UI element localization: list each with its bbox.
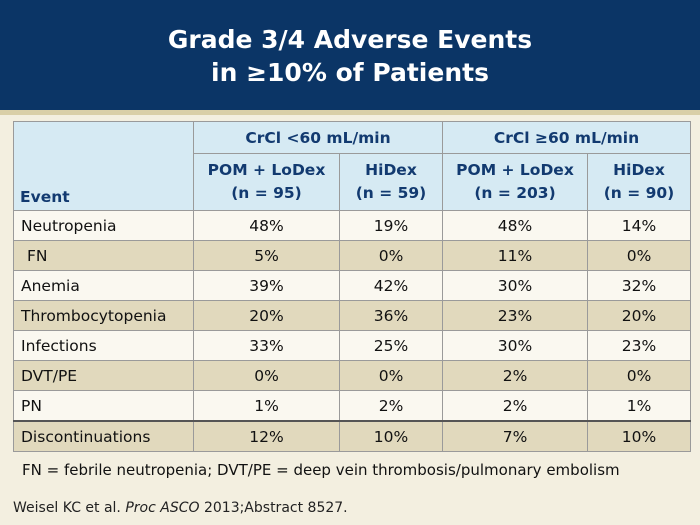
value-cell: 36% xyxy=(339,300,443,331)
slide-title-line2: in ≥10% of Patients xyxy=(211,58,489,87)
value-cell: 48% xyxy=(193,210,340,241)
table-row: Discontinuations 12% 10% 7% 10% xyxy=(13,420,691,452)
citation-journal: Proc ASCO xyxy=(125,500,200,516)
event-cell: Anemia xyxy=(13,270,194,301)
value-cell: 20% xyxy=(587,300,691,331)
value-cell: 0% xyxy=(339,360,443,391)
citation: Weisel KC et al. Proc ASCO 2013;Abstract… xyxy=(13,500,348,516)
value-cell: 5% xyxy=(193,240,340,271)
value-cell: 30% xyxy=(442,330,588,361)
slide-title: Grade 3/4 Adverse Events in ≥10% of Pati… xyxy=(168,23,532,89)
value-cell: 2% xyxy=(339,390,443,422)
subheader-hidex-ge60: HiDex (n = 90) xyxy=(587,153,691,211)
table-row: Infections 33% 25% 30% 23% xyxy=(13,330,691,361)
value-cell: 10% xyxy=(587,420,691,452)
event-cell: Discontinuations xyxy=(13,420,194,452)
value-cell: 1% xyxy=(193,390,340,422)
table-row: Neutropenia 48% 19% 48% 14% xyxy=(13,210,691,241)
title-banner: Grade 3/4 Adverse Events in ≥10% of Pati… xyxy=(0,0,700,110)
arm-label: POM + LoDex xyxy=(456,161,574,179)
n-label: (n = 90) xyxy=(603,184,675,202)
subheader-pom-lodex-lt60: POM + LoDex (n = 95) xyxy=(193,153,340,211)
adverse-events-table: Event CrCl <60 mL/min CrCl ≥60 mL/min PO… xyxy=(13,121,691,452)
table-row: PN 1% 2% 2% 1% xyxy=(13,390,691,422)
n-label: (n = 203) xyxy=(474,184,556,202)
n-label: (n = 95) xyxy=(231,184,302,202)
arm-label: POM + LoDex xyxy=(207,161,326,179)
value-cell: 23% xyxy=(587,330,691,361)
value-cell: 42% xyxy=(339,270,443,301)
slide-title-line1: Grade 3/4 Adverse Events xyxy=(167,25,533,54)
n-label: (n = 59) xyxy=(355,184,427,202)
value-cell: 11% xyxy=(442,240,588,271)
value-cell: 12% xyxy=(193,420,340,452)
value-cell: 0% xyxy=(587,240,691,271)
table-row: DVT/PE 0% 0% 2% 0% xyxy=(13,360,691,391)
value-cell: 1% xyxy=(587,390,691,422)
value-cell: 0% xyxy=(587,360,691,391)
value-cell: 48% xyxy=(442,210,588,241)
event-column-header: Event xyxy=(13,121,194,211)
value-cell: 39% xyxy=(193,270,340,301)
value-cell: 2% xyxy=(442,390,588,422)
event-cell: Neutropenia xyxy=(13,210,194,241)
event-cell: Thrombocytopenia xyxy=(13,300,194,331)
event-cell: PN xyxy=(13,390,194,422)
subheader-hidex-lt60: HiDex (n = 59) xyxy=(339,153,443,211)
value-cell: 32% xyxy=(587,270,691,301)
group-header-crcl-lt60: CrCl <60 mL/min xyxy=(193,121,443,154)
arm-label: HiDex xyxy=(613,161,665,179)
value-cell: 10% xyxy=(339,420,443,452)
citation-details: 2013;Abstract 8527. xyxy=(199,500,348,516)
value-cell: 2% xyxy=(442,360,588,391)
event-cell: Infections xyxy=(13,330,194,361)
event-cell: FN xyxy=(13,240,194,271)
value-cell: 0% xyxy=(339,240,443,271)
group-header-crcl-ge60: CrCl ≥60 mL/min xyxy=(442,121,691,154)
value-cell: 30% xyxy=(442,270,588,301)
footnote: FN = febrile neutropenia; DVT/PE = deep … xyxy=(22,461,620,479)
subheader-pom-lodex-ge60: POM + LoDex (n = 203) xyxy=(442,153,588,211)
value-cell: 33% xyxy=(193,330,340,361)
event-cell: DVT/PE xyxy=(13,360,194,391)
value-cell: 19% xyxy=(339,210,443,241)
citation-authors: Weisel KC et al. xyxy=(13,500,126,516)
value-cell: 23% xyxy=(442,300,588,331)
table-row: Anemia 39% 42% 30% 32% xyxy=(13,270,691,301)
value-cell: 20% xyxy=(193,300,340,331)
table-row: Thrombocytopenia 20% 36% 23% 20% xyxy=(13,300,691,331)
value-cell: 25% xyxy=(339,330,443,361)
table-row: FN 5% 0% 11% 0% xyxy=(13,240,691,271)
value-cell: 14% xyxy=(587,210,691,241)
value-cell: 7% xyxy=(442,420,588,452)
arm-label: HiDex xyxy=(365,161,417,179)
value-cell: 0% xyxy=(193,360,340,391)
header-divider xyxy=(0,110,700,115)
